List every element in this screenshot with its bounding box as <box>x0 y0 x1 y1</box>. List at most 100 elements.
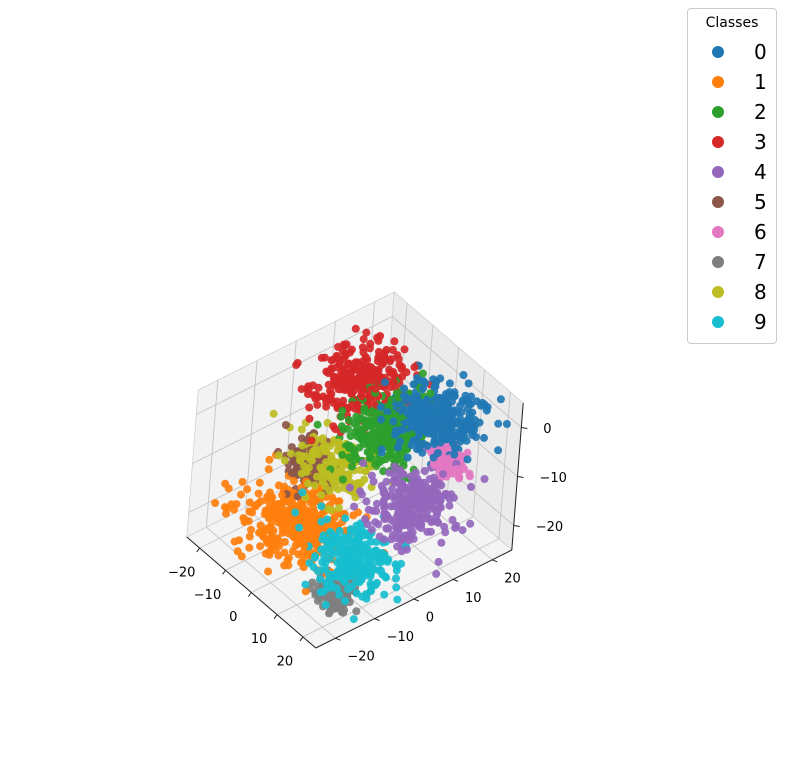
y-tick-label: 10 <box>465 591 482 606</box>
point-class-3 <box>321 394 330 403</box>
point-class-3 <box>362 328 371 337</box>
point-class-2 <box>367 454 375 462</box>
point-class-9 <box>339 576 348 585</box>
point-class-2 <box>363 434 372 443</box>
point-class-2 <box>345 444 354 453</box>
point-class-1 <box>264 567 273 576</box>
point-class-9 <box>335 526 344 535</box>
point-class-4 <box>361 515 369 524</box>
point-class-1 <box>299 563 308 572</box>
point-class-8 <box>308 456 316 465</box>
point-class-3 <box>382 345 391 354</box>
point-class-4 <box>390 470 399 479</box>
grid-line <box>392 316 522 428</box>
point-class-4 <box>384 524 393 533</box>
point-class-4 <box>425 514 434 523</box>
point-class-2 <box>345 453 354 462</box>
point-class-3 <box>402 368 411 377</box>
point-class-3 <box>371 384 380 393</box>
point-class-1 <box>222 509 230 518</box>
point-class-0 <box>377 445 386 454</box>
point-class-1 <box>292 534 301 543</box>
point-class-3 <box>380 352 389 361</box>
point-class-1 <box>354 508 362 517</box>
point-class-8 <box>361 467 370 476</box>
point-class-0 <box>435 393 444 402</box>
y-tick <box>452 578 459 582</box>
point-class-8 <box>298 441 307 450</box>
point-class-0 <box>376 403 385 412</box>
legend-label: 9 <box>754 310 767 334</box>
point-class-3 <box>329 422 338 431</box>
x-tick <box>273 614 278 620</box>
point-class-4 <box>411 513 420 522</box>
grid-line <box>206 526 336 639</box>
z-tick <box>521 427 528 429</box>
point-class-3 <box>340 382 349 391</box>
point-class-3 <box>377 360 386 369</box>
point-class-3 <box>305 414 314 423</box>
point-class-3 <box>313 400 322 409</box>
point-class-0 <box>462 436 471 445</box>
point-class-4 <box>369 477 378 486</box>
legend-entry-0: 0 <box>688 38 776 66</box>
point-class-1 <box>298 530 307 539</box>
point-class-9 <box>316 575 325 584</box>
point-class-2 <box>364 417 373 426</box>
point-class-9 <box>377 554 386 562</box>
point-class-0 <box>450 391 459 400</box>
point-class-9 <box>344 585 352 594</box>
point-class-3 <box>292 361 301 369</box>
point-class-1 <box>261 549 270 558</box>
point-class-0 <box>465 410 474 419</box>
point-class-1 <box>243 485 252 494</box>
point-class-4 <box>397 547 406 556</box>
point-class-3 <box>389 371 398 379</box>
point-class-8 <box>334 438 343 447</box>
point-class-4 <box>448 515 457 524</box>
point-class-9 <box>325 554 334 563</box>
point-class-1 <box>310 487 319 496</box>
point-class-9 <box>301 580 310 589</box>
point-class-4 <box>375 532 384 541</box>
legend-label: 1 <box>754 70 767 94</box>
legend-label: 6 <box>754 220 767 244</box>
point-class-4 <box>377 481 386 490</box>
point-class-1 <box>263 496 272 505</box>
point-class-0 <box>400 384 409 393</box>
point-class-2 <box>392 452 401 461</box>
point-class-9 <box>356 557 365 565</box>
point-class-0 <box>447 435 456 444</box>
point-class-8 <box>296 455 305 463</box>
point-class-2 <box>338 406 347 415</box>
point-class-4 <box>414 491 423 500</box>
point-class-4 <box>359 459 368 468</box>
point-class-3 <box>348 366 357 375</box>
point-class-0 <box>415 376 424 385</box>
point-class-6 <box>430 461 439 470</box>
legend-swatch <box>712 166 724 178</box>
point-class-2 <box>351 452 360 461</box>
point-class-1 <box>240 518 249 527</box>
point-class-3 <box>317 353 326 362</box>
point-class-9 <box>349 615 358 624</box>
point-class-8 <box>327 506 336 515</box>
point-class-9 <box>392 583 401 592</box>
point-class-4 <box>403 495 412 504</box>
x-tick <box>222 569 226 575</box>
point-class-4 <box>362 497 371 506</box>
point-class-3 <box>357 392 366 401</box>
legend-entry-4: 4 <box>688 158 776 186</box>
point-class-1 <box>300 541 308 550</box>
point-class-9 <box>327 529 336 538</box>
point-class-8 <box>312 472 321 481</box>
point-class-4 <box>390 495 399 504</box>
point-class-0 <box>482 406 491 415</box>
point-class-5 <box>287 443 296 452</box>
point-class-9 <box>323 536 332 545</box>
point-class-0 <box>417 421 426 430</box>
point-class-3 <box>314 393 322 402</box>
point-class-8 <box>297 425 306 434</box>
point-class-0 <box>496 395 505 404</box>
point-class-2 <box>374 458 383 467</box>
